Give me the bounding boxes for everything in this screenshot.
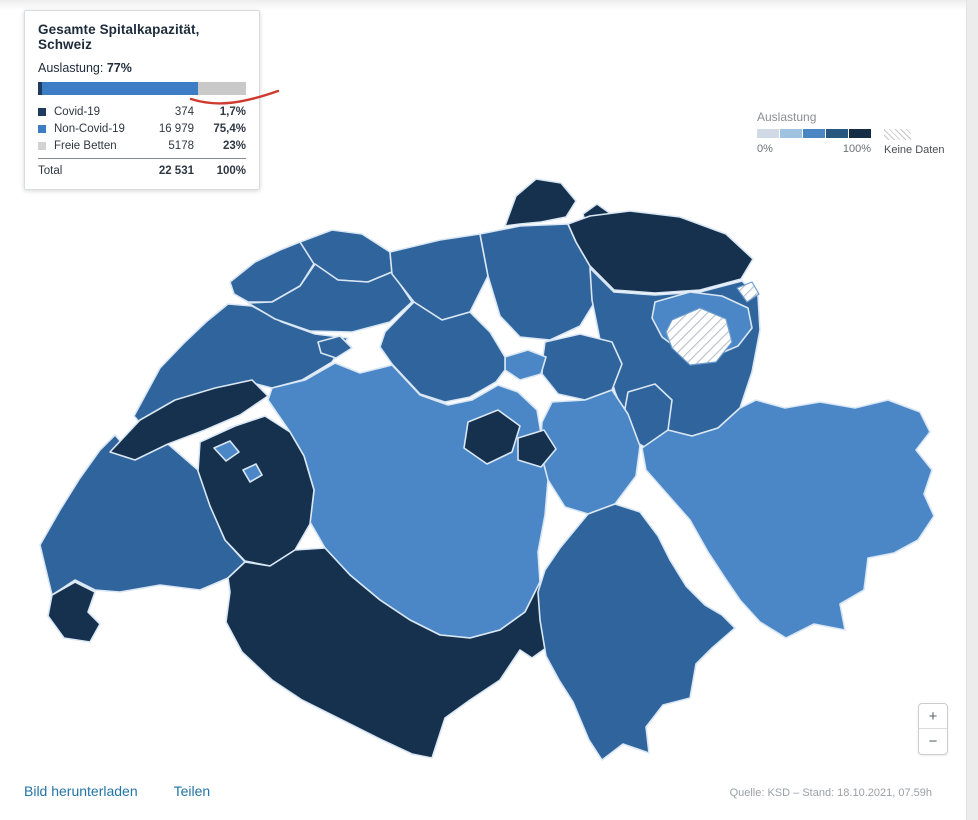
row-value: 5178 (168, 139, 194, 152)
row-label: Freie Betten (54, 139, 117, 152)
map-region-appenzell-innerrhoden-exclave[interactable] (736, 281, 760, 303)
row-percent: 23% (222, 139, 246, 152)
legend-color-scale (757, 129, 871, 138)
free-beds-swatch (38, 141, 46, 150)
total-value: 22 531 (158, 165, 194, 177)
occupancy-label: Auslastung: (38, 61, 104, 75)
map-region-lucerne[interactable] (379, 301, 506, 403)
no-data-hatch-swatch (884, 129, 911, 140)
source-caption: Quelle: KSD – Stand: 18.10.2021, 07.59h (729, 787, 932, 799)
row-label: Covid-19 (54, 105, 101, 118)
row-percent: 75,4% (213, 122, 246, 135)
legend-no-data: Keine Daten (884, 129, 945, 156)
table-row-non-covid: Non-Covid-19 16 979 75,4% (38, 120, 246, 137)
map-region-schaffhausen[interactable] (504, 178, 577, 227)
bar-segment-free (198, 82, 246, 95)
map-legend: Auslastung 0% 100% Keine Daten (757, 110, 945, 156)
map-region-neuchatel[interactable] (109, 379, 269, 461)
occupancy-line: Auslastung: 77% (38, 61, 246, 75)
download-image-link[interactable]: Bild herunterladen (24, 783, 138, 799)
footer-links: Bild herunterladen Teilen (24, 783, 210, 799)
total-label: Total (38, 165, 63, 177)
row-value: 374 (174, 105, 194, 118)
map-region-zurich[interactable] (479, 223, 597, 341)
map-zoom-controls: + − (918, 703, 948, 755)
page-scrollbar[interactable] (966, 0, 978, 820)
map-region-uri[interactable] (539, 389, 641, 515)
row-label: Non-Covid-19 (54, 122, 125, 135)
map-region-solothurn-exclave[interactable] (317, 335, 353, 359)
map-region-obwalden[interactable] (463, 409, 521, 465)
non-covid-swatch (38, 124, 46, 133)
map-region-fribourg-enclave[interactable] (213, 440, 240, 462)
share-link[interactable]: Teilen (173, 783, 211, 799)
occupancy-stacked-bar (38, 82, 246, 95)
map-region-graubuenden[interactable] (641, 399, 935, 639)
map-region-ticino[interactable] (537, 503, 736, 761)
map-region-valais[interactable] (225, 547, 549, 759)
bar-segment-non-covid (41, 82, 199, 95)
panel-rows: Covid-19 374 1,7% Non-Covid-19 16 979 75… (38, 103, 246, 154)
table-row-covid: Covid-19 374 1,7% (38, 103, 246, 120)
no-data-label: Keine Daten (884, 144, 945, 156)
zoom-out-button[interactable]: − (919, 729, 947, 754)
table-row-free-beds: Freie Betten 5178 23% (38, 137, 246, 154)
map-region-geneva[interactable] (47, 581, 101, 643)
legend-title: Auslastung (757, 110, 817, 124)
legend-min-label: 0% (757, 143, 773, 155)
total-percent: 100% (216, 165, 246, 177)
capacity-panel: Gesamte Spitalkapazität, Schweiz Auslast… (24, 10, 260, 190)
row-percent: 1,7% (219, 105, 246, 118)
row-value: 16 979 (158, 122, 194, 135)
zoom-in-button[interactable]: + (919, 704, 947, 729)
map-region-zug[interactable] (504, 349, 547, 381)
map-region-fribourg-enclave-2[interactable] (242, 463, 263, 483)
table-row-total: Total 22 531 100% (38, 158, 246, 180)
bar-segment-covid (38, 82, 42, 95)
map-region-thurgau[interactable] (567, 210, 754, 294)
covid-swatch (38, 107, 46, 116)
map-region-nidwalden[interactable] (517, 429, 557, 468)
panel-title: Gesamte Spitalkapazität, Schweiz (38, 22, 200, 52)
map-region-appenzell-innerrhoden[interactable] (665, 307, 733, 366)
occupancy-value: 77% (106, 61, 132, 75)
legend-max-label: 100% (842, 143, 871, 155)
